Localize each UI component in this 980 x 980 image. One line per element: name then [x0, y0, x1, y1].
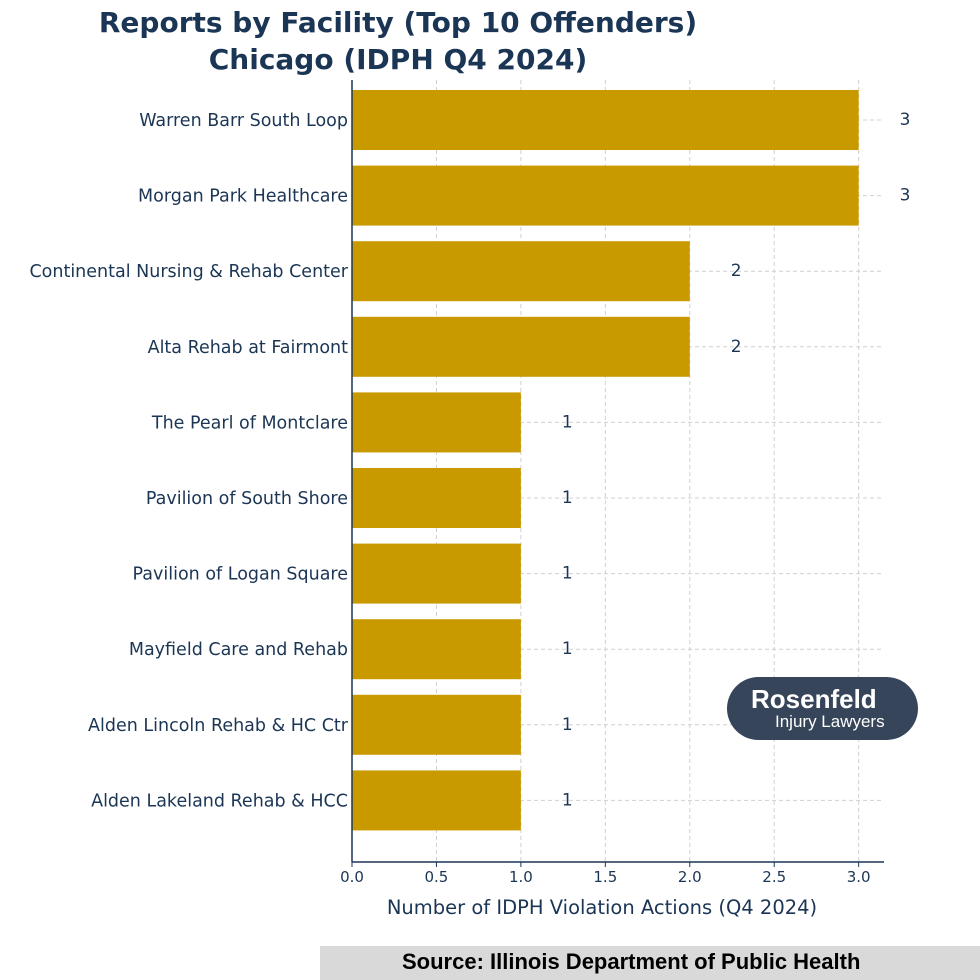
data-label-7: 1 [562, 639, 573, 659]
rosenfeld-logo: Rosenfeld Injury Lawyers [727, 677, 918, 740]
bar-6 [352, 543, 521, 604]
category-label-1: Morgan Park Healthcare [138, 187, 348, 207]
bar-3 [352, 316, 690, 377]
x-tick-label-0: 0.0 [340, 868, 364, 886]
bar-9 [352, 770, 521, 831]
category-label-5: Pavilion of South Shore [146, 489, 348, 509]
category-label-3: Alta Rehab at Fairmont [148, 338, 349, 358]
category-label-0: Warren Barr South Loop [139, 111, 348, 131]
chart-title: Reports by Facility (Top 10 Offenders) C… [0, 4, 796, 78]
logo-name: Rosenfeld [751, 684, 877, 714]
data-label-0: 3 [900, 110, 911, 130]
data-label-1: 3 [900, 186, 911, 206]
chart-title-line-2: Chicago (IDPH Q4 2024) [208, 43, 588, 76]
source-text: Source: Illinois Department of Public He… [402, 949, 861, 974]
data-label-3: 2 [731, 337, 742, 357]
source-banner: Source: Illinois Department of Public He… [320, 946, 980, 980]
x-axis-label: Number of IDPH Violation Actions (Q4 202… [387, 896, 817, 919]
data-label-9: 1 [562, 790, 573, 810]
bar-chart: Warren Barr South Loop 3 Morgan Park Healt… [29, 80, 911, 919]
bar-7 [352, 619, 521, 680]
category-label-2: Continental Nursing & Rehab Center [29, 262, 348, 282]
category-label-7: Mayfield Care and Rehab [129, 640, 348, 660]
bar-1 [352, 165, 859, 226]
data-label-5: 1 [562, 488, 573, 508]
category-label-8: Alden Lincoln Rehab & HC Ctr [88, 716, 349, 736]
chart-title-line-1: Reports by Facility (Top 10 Offenders) [98, 6, 698, 39]
data-label-4: 1 [562, 412, 573, 432]
x-tick-label-2: 1.0 [509, 868, 533, 886]
bar-0 [352, 90, 859, 150]
bar-5 [352, 468, 521, 528]
data-label-8: 1 [562, 715, 573, 735]
category-label-4: The Pearl of Montclare [151, 413, 348, 433]
x-tick-label-3: 1.5 [593, 868, 617, 886]
logo-subtitle: Injury Lawyers [775, 712, 885, 731]
bar-2 [352, 241, 690, 302]
category-label-9: Alden Lakeland Rehab & HCC [91, 791, 348, 811]
bar-8 [352, 694, 521, 755]
category-label-6: Pavilion of Logan Square [133, 565, 348, 585]
x-tick-label-5: 2.5 [762, 868, 786, 886]
x-tick-label-4: 2.0 [678, 868, 702, 886]
x-tick-label-1: 0.5 [425, 868, 449, 886]
data-label-2: 2 [731, 261, 742, 281]
bar-4 [352, 392, 521, 453]
data-label-6: 1 [562, 564, 573, 584]
x-tick-label-6: 3.0 [847, 868, 871, 886]
